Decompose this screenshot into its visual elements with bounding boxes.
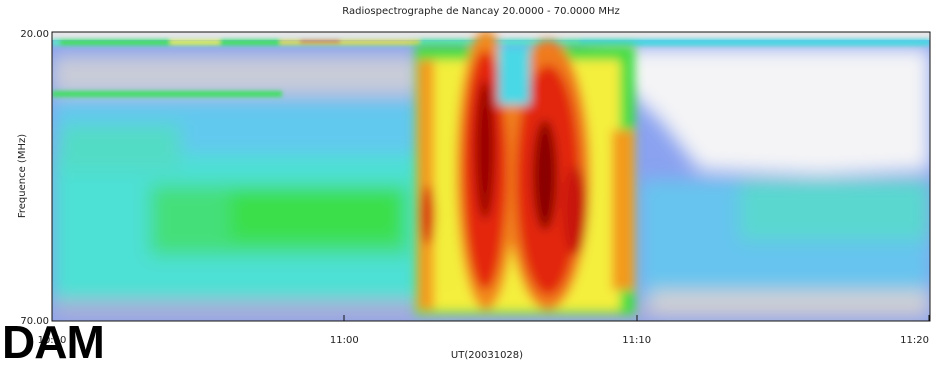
x-axis-label: UT(20031028) xyxy=(451,350,523,361)
x-tick-label: 11:00 xyxy=(330,335,359,346)
instrument-label: DAM xyxy=(2,316,105,368)
y-tick-label-bottom: 70.00 xyxy=(20,316,49,327)
x-axis xyxy=(51,315,930,321)
plot-area xyxy=(52,32,930,321)
x-tick-labels: 10:50 11:00 11:10 11:20 xyxy=(38,335,929,346)
x-tick-label: 11:10 xyxy=(622,335,651,346)
x-tick-label: 10:50 xyxy=(38,335,67,346)
radio-burst xyxy=(415,32,635,315)
y-tick-label-top: 20.00 xyxy=(20,29,49,40)
plot-frame xyxy=(51,31,931,322)
y-axis-label: Frequence (MHz) xyxy=(17,134,28,218)
emission-background xyxy=(52,48,930,321)
chart-title: Radiospectrographe de Nancay 20.0000 - 7… xyxy=(342,6,619,17)
x-tick-label: 11:20 xyxy=(900,335,929,346)
